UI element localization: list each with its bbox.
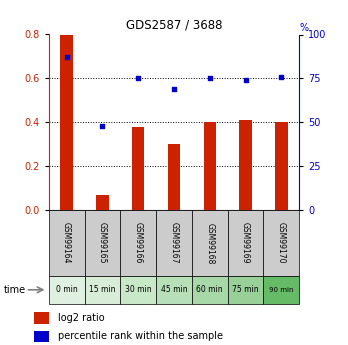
Bar [120,210,156,276]
Bar [275,122,288,210]
Bar [85,276,120,304]
Point [100,123,105,129]
Bar [239,120,252,210]
Text: %: % [299,23,308,33]
Text: 90 min: 90 min [269,287,294,293]
Bar [192,276,228,304]
Text: GSM99170: GSM99170 [277,223,286,264]
Point [171,86,177,92]
Text: 75 min: 75 min [232,285,259,294]
Bar [120,276,156,304]
Text: GSM99166: GSM99166 [134,223,143,264]
Point [135,76,141,81]
Bar [85,210,120,276]
Text: 0 min: 0 min [56,285,78,294]
Bar [156,276,192,304]
Text: 30 min: 30 min [125,285,151,294]
Bar [96,195,109,210]
Text: GDS2587 / 3688: GDS2587 / 3688 [126,19,222,32]
Text: GSM99167: GSM99167 [169,223,179,264]
Text: 60 min: 60 min [197,285,223,294]
Bar [34,313,49,324]
Point [243,78,248,83]
Bar [60,34,73,210]
Bar [263,210,299,276]
Bar [263,276,299,304]
Bar [204,122,216,210]
Text: 15 min: 15 min [89,285,116,294]
Bar [168,145,180,210]
Text: GSM99168: GSM99168 [205,223,214,264]
Text: 45 min: 45 min [161,285,187,294]
Text: GSM99164: GSM99164 [62,223,71,264]
Text: log2 ratio: log2 ratio [58,313,105,323]
Text: time: time [3,285,26,295]
Bar [49,276,85,304]
Point [279,74,284,79]
Point [207,76,213,81]
Bar [228,210,263,276]
Bar [34,331,49,342]
Bar [132,127,144,210]
Text: GSM99169: GSM99169 [241,223,250,264]
Text: percentile rank within the sample: percentile rank within the sample [58,331,223,341]
Point [64,55,69,60]
Bar [192,210,228,276]
Bar [228,276,263,304]
Bar [156,210,192,276]
Text: GSM99165: GSM99165 [98,223,107,264]
Bar [49,210,85,276]
